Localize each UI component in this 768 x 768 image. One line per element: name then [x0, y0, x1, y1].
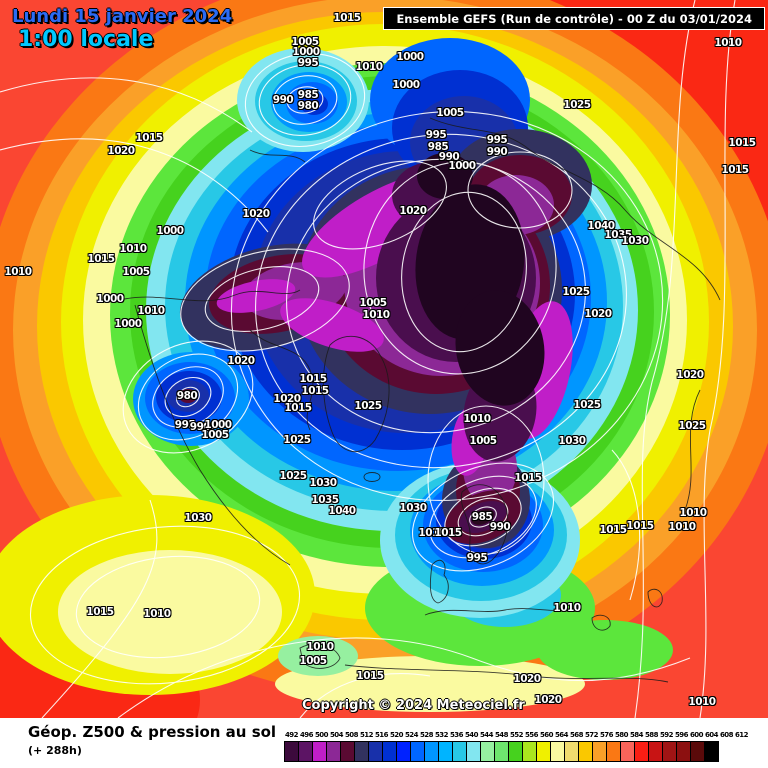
scale-swatch	[368, 741, 383, 762]
scale-value: 552	[509, 731, 524, 739]
geopotential-color-scale: 492 496 500 504 508 512 516 520 524 528 532 536 540 5…	[284, 731, 750, 762]
scale-value: 612	[734, 731, 749, 739]
scale-value: 588	[644, 731, 659, 739]
scale-value: 556	[524, 731, 539, 739]
date-overlay: Lundi 15 janvier 2024 1:00 locale	[12, 6, 232, 52]
scale-swatch	[676, 741, 691, 762]
scale-value: 524	[404, 731, 419, 739]
scale-value: 560	[539, 731, 554, 739]
copyright-text: Copyright © 2024 Meteociel.fr	[302, 698, 525, 713]
scale-value: 576	[599, 731, 614, 739]
scale-value: 564	[554, 731, 569, 739]
scale-value: 536	[449, 731, 464, 739]
scale-swatch	[662, 741, 677, 762]
scale-value: 492	[284, 731, 299, 739]
scale-swatch	[690, 741, 705, 762]
scale-value: 608	[719, 731, 734, 739]
scale-swatch	[452, 741, 467, 762]
scale-swatch	[312, 741, 327, 762]
scale-swatch	[606, 741, 621, 762]
scale-value: 544	[479, 731, 494, 739]
scale-swatch	[522, 741, 537, 762]
scale-value: 592	[659, 731, 674, 739]
scale-value: 580	[614, 731, 629, 739]
local-time-text: 1:00 locale	[18, 27, 154, 52]
scale-value: 512	[359, 731, 374, 739]
scale-swatch	[326, 741, 341, 762]
scale-color-swatches	[284, 741, 750, 762]
weather-map-svg	[0, 0, 768, 718]
scale-swatch	[284, 741, 299, 762]
scale-value: 584	[629, 731, 644, 739]
scale-value: 496	[299, 731, 314, 739]
scale-swatch	[298, 741, 313, 762]
scale-swatch	[592, 741, 607, 762]
scale-value: 516	[374, 731, 389, 739]
scale-value: 520	[389, 731, 404, 739]
scale-swatch	[536, 741, 551, 762]
scale-swatch	[564, 741, 579, 762]
scale-value: 528	[419, 731, 434, 739]
scale-value: 508	[344, 731, 359, 739]
map-parameter-title: Géop. Z500 & pression au sol	[28, 723, 277, 741]
scale-swatch	[410, 741, 425, 762]
scale-swatch	[578, 741, 593, 762]
scale-swatch	[466, 741, 481, 762]
footer-strip: Géop. Z500 & pression au sol (+ 288h) 49…	[0, 718, 768, 768]
scale-tick-values: 492 496 500 504 508 512 516 520 524 528 532 536 540 5…	[284, 731, 750, 739]
date-text: Lundi 15 janvier 2024	[12, 6, 233, 27]
coastlines	[119, 117, 721, 683]
scale-value: 548	[494, 731, 509, 739]
scale-value: 568	[569, 731, 584, 739]
scale-swatch	[648, 741, 663, 762]
scale-value: 504	[329, 731, 344, 739]
scale-swatch	[494, 741, 509, 762]
scale-swatch	[704, 741, 719, 762]
scale-value: 532	[434, 731, 449, 739]
scale-swatch	[438, 741, 453, 762]
scale-swatch	[550, 741, 565, 762]
scale-swatch	[424, 741, 439, 762]
isobar-contour-lines	[0, 0, 736, 718]
scale-value: 600	[689, 731, 704, 739]
scale-value: 596	[674, 731, 689, 739]
scale-value: 540	[464, 731, 479, 739]
scale-swatch	[480, 741, 495, 762]
scale-swatch	[620, 741, 635, 762]
scale-swatch	[508, 741, 523, 762]
scale-swatch	[354, 741, 369, 762]
map-area: 1015 1005 1000 995 1010 990 985 980 1000 1000 1005…	[0, 0, 768, 718]
scale-value: 572	[584, 731, 599, 739]
scale-value: 604	[704, 731, 719, 739]
scale-swatch	[382, 741, 397, 762]
scale-swatch	[396, 741, 411, 762]
model-run-header: Ensemble GEFS (Run de contrôle) - 00 Z d…	[383, 7, 765, 30]
forecast-hour-label: (+ 288h)	[28, 744, 82, 757]
scale-swatch	[634, 741, 649, 762]
scale-swatch	[340, 741, 355, 762]
scale-value: 500	[314, 731, 329, 739]
